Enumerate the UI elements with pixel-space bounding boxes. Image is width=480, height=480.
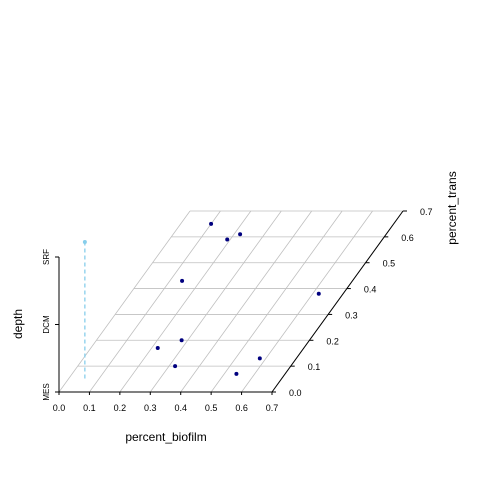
grid-line-x-1 (89, 210, 221, 393)
z-axis-title: depth (11, 309, 25, 339)
grid-line-x-4 (180, 210, 313, 393)
data-point-2 (238, 232, 243, 237)
x-tick-label-1: 0.1 (83, 403, 96, 413)
data-points (155, 221, 321, 376)
x-axis-title: percent_biofilm (125, 430, 206, 444)
data-point-3 (180, 278, 185, 283)
data-point-8 (173, 364, 178, 369)
y-tick-label-6: 0.6 (401, 233, 414, 243)
drop-line-cap (82, 240, 87, 244)
z-tick-label-mes: MES (42, 383, 51, 400)
x-tick-label-0: 0.0 (53, 403, 66, 413)
x-tick-label-2: 0.2 (114, 403, 127, 413)
data-point-1 (225, 237, 230, 242)
tick-labels: 0.0 0.1 0.2 0.3 0.4 0.5 0.6 0.7 0.0 0.1 0.2 0.3 0.4 0… (42, 207, 433, 413)
data-point-6 (155, 346, 160, 351)
grid-line-x-2 (119, 210, 252, 393)
y-tick-label-7: 0.7 (420, 207, 433, 217)
x-tick-label-3: 0.3 (144, 403, 157, 413)
x-tick-label-6: 0.6 (235, 403, 248, 413)
grid-line-x-0 (58, 210, 191, 393)
y-tick-label-3: 0.3 (345, 310, 358, 320)
x-tick-label-4: 0.4 (174, 403, 187, 413)
x-tick-label-7: 0.7 (266, 403, 279, 413)
grid-line-x-6 (241, 210, 373, 393)
x-tick-label-5: 0.5 (205, 403, 218, 413)
grid-line-x-5 (210, 210, 343, 393)
z-tick-label-srf: SRF (42, 249, 51, 265)
y-axis-title: percent_trans (445, 171, 459, 244)
z-tick-label-dcm: DCM (42, 315, 51, 334)
y-axis-line (271, 210, 404, 393)
y-tick-label-0: 0.0 (289, 388, 302, 398)
drop-lines (82, 240, 87, 379)
data-point-9 (234, 371, 239, 376)
data-point-4 (316, 291, 321, 296)
grid-line-x-3 (149, 210, 282, 393)
y-tick-label-2: 0.2 (326, 336, 339, 346)
y-tick-label-1: 0.1 (308, 362, 321, 372)
data-point-5 (179, 338, 184, 343)
y-tick-label-4: 0.4 (364, 285, 377, 295)
data-point-0 (209, 221, 214, 226)
floor-grid (58, 210, 404, 393)
y-tick-label-5: 0.5 (383, 259, 396, 269)
data-point-7 (257, 356, 262, 361)
axes (55, 210, 407, 395)
